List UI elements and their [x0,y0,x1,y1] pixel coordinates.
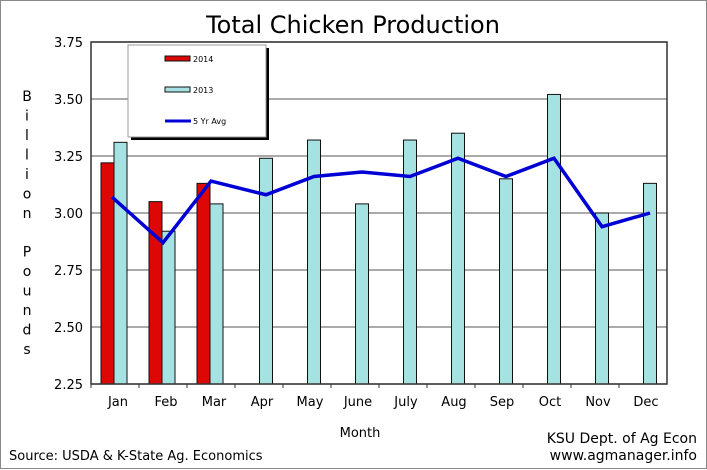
y-axis-label-letter: o [23,264,32,280]
y-axis-label-letter: s [23,342,30,358]
legend-swatch-2014 [164,55,191,62]
y-tick-label: 2.50 [54,321,83,336]
bar-2013 [595,212,609,385]
bar-2013 [547,93,561,385]
x-tick-label: July [393,395,418,410]
bar-2013 [209,203,224,385]
chart-title: Total Chicken Production [205,11,500,39]
source-note: Source: USDA & K-State Ag. Economics [9,449,263,464]
legend-box [127,44,267,138]
y-axis-label-letter: d [23,323,32,339]
bar-2013 [161,230,176,385]
y-tick-label: 3.50 [54,93,83,108]
y-tick-label: 2.75 [54,264,83,279]
y-axis-label-letter: n [23,303,32,319]
x-tick-label: Apr [251,395,274,410]
bar-2014 [148,201,163,385]
bar-2013 [499,178,513,385]
legend-label: 2014 [193,55,213,64]
y-axis-label-letter: B [22,89,32,105]
y-axis-label-letter: o [23,187,32,203]
x-tick-label: Oct [539,395,561,410]
bar-2013 [113,141,128,385]
y-tick-label: 3.00 [54,207,83,222]
credit-line-2: www.agmanager.info [550,448,697,464]
y-axis-label-letter: i [25,167,29,183]
y-axis-label-letter: P [23,245,31,261]
x-tick-label: May [297,395,324,410]
y-tick-label: 3.75 [54,36,83,51]
y-axis-label-letter: l [25,148,29,164]
bar-2014 [196,182,211,385]
y-tick-label: 3.25 [54,150,83,165]
y-axis-label-letter: u [23,284,32,300]
bar-2013 [355,203,369,385]
plot-frame [90,41,668,385]
x-tick-label: Jan [107,395,128,410]
x-tick-label: Feb [154,395,177,410]
x-axis-label: Month [340,426,381,441]
legend-label: 2013 [193,86,213,95]
y-tick-label: 2.25 [54,378,83,393]
bar-2014 [100,162,115,385]
x-tick-label: Dec [633,395,658,410]
bar-2013 [451,132,465,385]
x-tick-label: Mar [202,395,227,410]
y-axis-label-letter: i [25,109,29,125]
x-tick-label: Aug [441,395,466,410]
x-tick-label: June [343,395,372,410]
y-axis-label-letter: n [23,206,32,222]
x-tick-label: Nov [585,395,611,410]
line-5yr-avg [110,156,651,246]
credit-line-1: KSU Dept. of Ag Econ [547,431,697,447]
y-axis-label-letter: l [25,128,29,144]
x-tick-label: Sep [490,395,515,410]
legend-swatch-2013 [164,86,191,93]
legend-label: 5 Yr Avg [193,117,226,126]
